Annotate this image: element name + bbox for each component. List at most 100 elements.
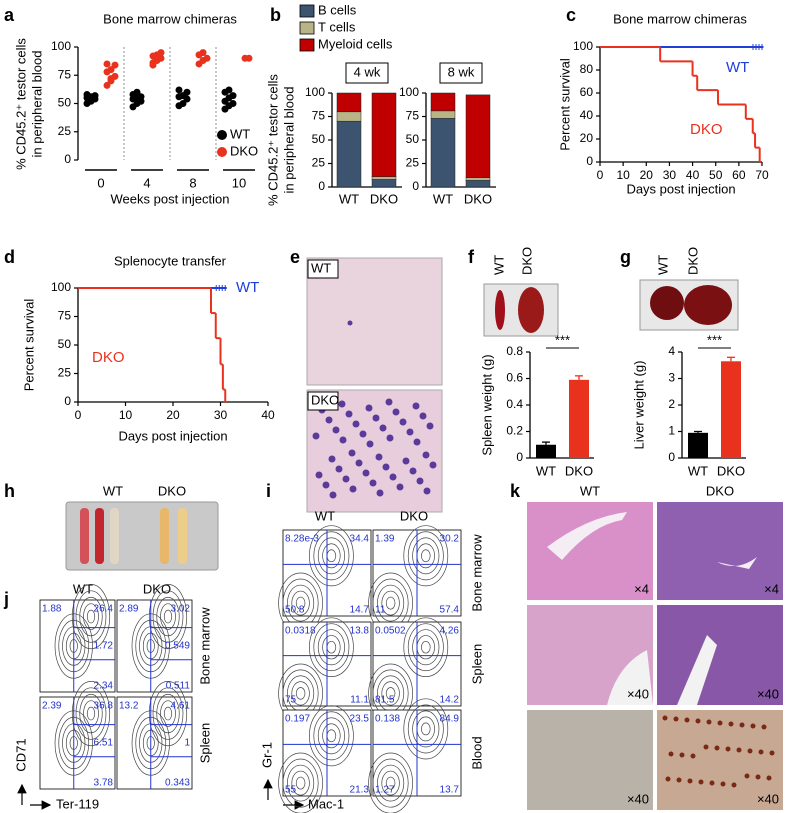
y-tick-label: 2 <box>668 397 675 411</box>
y-tick-label: 0 <box>586 154 593 168</box>
contour <box>295 776 306 790</box>
contour <box>377 584 405 622</box>
x-tick-label: 0 <box>75 408 82 422</box>
cell <box>355 459 363 467</box>
quadrant-value: 57.4 <box>440 605 460 616</box>
header-box <box>439 62 483 84</box>
contour <box>317 629 345 666</box>
quadrant-value: 13.8 <box>350 626 370 637</box>
x-axis-label: Days post injection <box>118 428 227 443</box>
dot <box>229 92 237 100</box>
bar-segment <box>465 177 491 181</box>
bar-segment <box>465 94 491 178</box>
micrograph <box>527 502 653 600</box>
organ <box>495 290 505 330</box>
legend-label: T cells <box>318 19 356 34</box>
dot <box>107 75 115 83</box>
x-tick-label: WT <box>688 463 708 478</box>
micrograph <box>306 257 443 386</box>
cell <box>339 436 347 444</box>
stain <box>747 748 753 754</box>
contour <box>317 537 345 575</box>
cell <box>366 440 374 448</box>
row-label: Blood <box>469 736 484 769</box>
magnification: ×40 <box>757 686 779 701</box>
contour <box>313 531 350 581</box>
y-tick-label: 50 <box>406 132 420 146</box>
contour <box>403 698 449 760</box>
contour <box>83 700 99 727</box>
contour <box>291 681 310 706</box>
cell <box>413 438 421 446</box>
panel-label: i <box>266 481 271 501</box>
panel-label: c <box>566 5 576 25</box>
stain <box>725 746 731 752</box>
contour <box>412 710 440 748</box>
cell <box>385 398 393 406</box>
y-tick-label: 3 <box>668 371 675 385</box>
quadrant-value: 23.5 <box>350 714 370 725</box>
chart-title: Bone marrow chimeras <box>103 11 237 26</box>
photo-label: DKO <box>519 247 534 275</box>
contour <box>322 635 341 660</box>
gate-value: 2.34 <box>94 681 114 692</box>
gate-value: 2.89 <box>119 604 139 615</box>
x-axis-label: Days post injection <box>626 181 735 196</box>
gate-value: 4.61 <box>171 701 191 712</box>
vessel <box>717 557 757 569</box>
y-tick-label: 0.8 <box>506 344 523 358</box>
gate-value: 3.02 <box>171 604 191 615</box>
cell <box>423 487 431 495</box>
dot <box>103 81 111 89</box>
contour <box>163 706 173 721</box>
x-tick-label: 10 <box>232 175 246 190</box>
bar-segment <box>430 110 456 119</box>
gate-value: 1.88 <box>42 604 62 615</box>
cell <box>342 475 350 483</box>
quadrant-value: 11.1 <box>350 695 369 706</box>
contour <box>403 617 449 677</box>
y-tick-label: 100 <box>305 85 325 99</box>
micrograph <box>657 605 783 705</box>
bar-segment <box>371 176 397 180</box>
stain <box>731 782 737 788</box>
stain <box>717 720 723 726</box>
legend-swatch <box>299 38 315 52</box>
gate-value: 6.51 <box>94 738 114 749</box>
bone <box>178 508 187 564</box>
contour <box>317 717 345 755</box>
y-tick-label: 75 <box>312 109 326 123</box>
cell <box>369 479 377 487</box>
y-axis-label: in peripheral blood <box>281 87 296 194</box>
contour <box>381 681 400 706</box>
column-label: WT <box>315 508 335 523</box>
y-tick-label: 75 <box>58 67 72 81</box>
cell <box>312 432 320 440</box>
cell <box>376 489 384 497</box>
panel-label: f <box>468 247 475 267</box>
contour <box>372 758 409 808</box>
x-tick-label: WT <box>339 191 359 206</box>
y-tick-label: 0 <box>64 152 71 166</box>
x-tick-label: 20 <box>640 168 654 182</box>
cell <box>348 449 356 457</box>
contour <box>75 590 107 643</box>
chart-title: Bone marrow chimeras <box>613 11 747 26</box>
x-tick-label: 60 <box>732 168 746 182</box>
organ <box>684 285 732 325</box>
bar-segment <box>336 92 362 113</box>
stain <box>690 753 696 759</box>
contour <box>309 705 354 767</box>
panel-label: g <box>620 247 631 267</box>
dot <box>203 54 211 62</box>
contour <box>79 596 103 637</box>
header-box <box>345 62 389 84</box>
legend-swatch <box>299 4 315 18</box>
quadrant-value: 75 <box>285 695 297 706</box>
legend-marker <box>217 130 227 140</box>
panel-label: d <box>4 247 15 267</box>
bar-segment <box>371 179 397 188</box>
x-tick-label: 4 <box>143 175 150 190</box>
quadrant-value: 0.0318 <box>285 626 316 637</box>
